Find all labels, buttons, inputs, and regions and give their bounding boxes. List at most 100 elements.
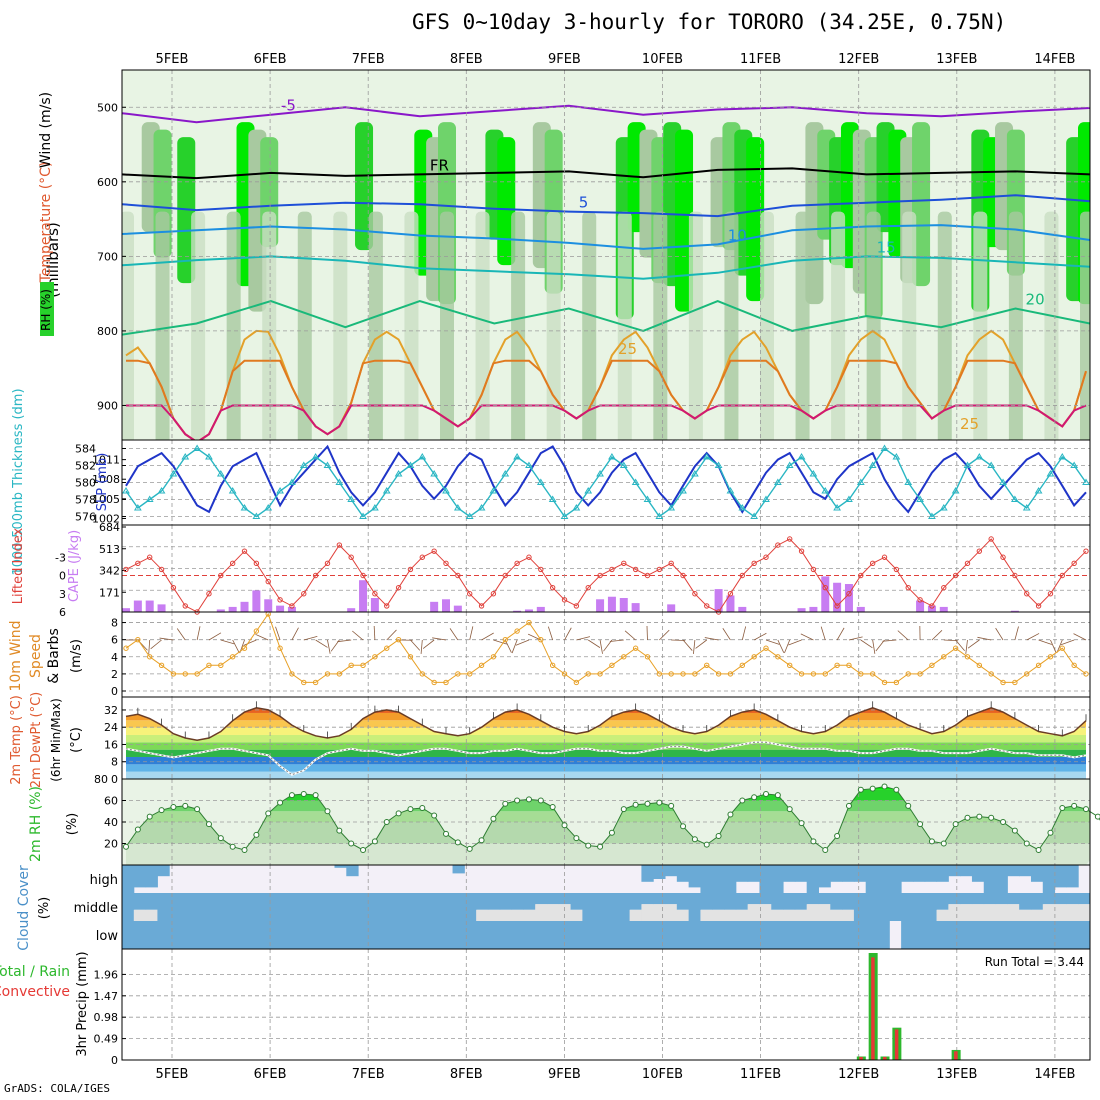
cloud-cell	[665, 921, 678, 949]
contour-label: 25	[618, 340, 637, 358]
lifted-index-point	[229, 560, 236, 567]
lifted-index-point	[241, 548, 248, 554]
cloud-cell	[1042, 921, 1056, 949]
thickness-point	[845, 495, 853, 502]
cloud-cell	[995, 893, 1008, 905]
rh-point	[288, 792, 295, 799]
cloud-cell	[771, 865, 784, 893]
cape-bar	[430, 601, 439, 612]
lifted-index-point	[621, 560, 627, 567]
date-label-top: 9FEB	[548, 52, 581, 67]
cloud-unit-label: (%)	[37, 897, 52, 920]
thickness-point	[726, 487, 735, 494]
wind-barb	[965, 639, 968, 654]
rh2m-axis-label: 2m RH (%)	[28, 786, 44, 862]
cloud-cell	[157, 865, 170, 877]
cloud-gap	[676, 909, 690, 921]
wind-tick-label: 0	[111, 685, 118, 698]
wind-barb	[148, 639, 151, 654]
rh-point	[751, 794, 758, 801]
cloud-gap	[783, 909, 796, 921]
cloud-cell	[676, 921, 690, 949]
wind-speed-point	[917, 671, 923, 677]
thickness-tick-label: 580	[75, 477, 96, 490]
contour-label: 10	[728, 226, 747, 244]
cloud-cell	[865, 893, 879, 921]
rh-point	[585, 842, 592, 849]
thickness-point	[193, 444, 201, 451]
cloud-cell	[783, 921, 796, 949]
thickness-point	[880, 444, 889, 451]
cloud-cell	[204, 893, 217, 921]
wind-barb	[897, 630, 909, 641]
rh-point	[644, 800, 651, 807]
wind-barb	[159, 637, 174, 641]
run-total-label: Run Total = 3.44	[985, 955, 1084, 969]
cloud-cell	[157, 893, 170, 921]
cape-bar	[738, 606, 747, 612]
cape-bar	[939, 606, 948, 612]
rh-point	[549, 803, 556, 810]
thickness-point	[856, 478, 865, 485]
rh-point	[1083, 806, 1089, 813]
wind-speed-point	[964, 654, 971, 660]
thickness-point	[1046, 470, 1055, 477]
cape-bar	[1010, 610, 1019, 612]
wind-barb	[967, 639, 980, 649]
wind-barb	[872, 639, 876, 654]
wind-barb	[469, 626, 474, 641]
lifted-index-point	[1047, 591, 1054, 597]
cloud-cell	[724, 865, 737, 893]
cloud-cell	[617, 921, 631, 949]
cloud-cell	[381, 921, 395, 949]
panel-labels: (millibars)RH (%) Temperature (°C)Wind (m…	[0, 92, 110, 1057]
cloud-cell	[794, 921, 808, 949]
wind-unit-label: (m/s)	[69, 639, 84, 673]
wind-barb	[220, 639, 235, 645]
precip-tick-label: 1.96	[94, 968, 119, 981]
slp-tick-label: 1005	[92, 493, 120, 506]
cloud-gap	[487, 909, 501, 921]
wind-speed-point	[514, 628, 520, 634]
wind-barb	[420, 639, 423, 654]
wind-barb	[784, 639, 791, 654]
cloud-cell	[464, 893, 477, 921]
precip-axis-label: 3hr Precip (mm)	[75, 951, 90, 1056]
wind-barb	[410, 639, 421, 651]
wind-barb	[243, 639, 257, 646]
cloud-cell	[901, 865, 914, 882]
thickness-point	[359, 512, 367, 519]
rh-shading	[122, 104, 1090, 440]
lifted-index-point	[929, 603, 935, 609]
cloud-gap	[936, 909, 949, 921]
slp-axis-label: SLP (mb)	[95, 453, 110, 512]
cloud-cell	[641, 893, 654, 905]
cloud-cell	[511, 921, 524, 949]
rh-column	[226, 211, 241, 440]
temp-axis-label: 2m Temp (°C)	[9, 695, 24, 785]
cloud-cell	[794, 893, 808, 910]
temp-band	[126, 764, 1086, 772]
cape-bar	[619, 598, 628, 612]
rh-point	[478, 837, 485, 844]
cape-bar	[133, 600, 142, 612]
precip-convective-bar	[954, 1051, 958, 1060]
cloud-cell	[912, 893, 926, 921]
lifted-index-point	[170, 584, 177, 591]
wind-barb	[741, 626, 747, 641]
cloud-cell	[1078, 893, 1091, 905]
lifted-index-point	[893, 566, 900, 573]
wind-speed-point	[1047, 654, 1054, 660]
wind-speed-point	[194, 671, 200, 677]
wind-barb	[977, 636, 992, 641]
rh-point	[620, 806, 627, 813]
minmax-axis-label: (6hr Min/Max)	[49, 698, 63, 782]
rh-point	[739, 797, 746, 804]
li-tick-label: 3	[59, 588, 66, 601]
thickness-point	[643, 495, 652, 502]
lifted-index-point	[312, 572, 319, 579]
rh-point	[265, 810, 272, 817]
cloud-cell	[299, 893, 312, 921]
thickness-point	[1082, 478, 1090, 485]
lifted-index-point	[182, 603, 188, 609]
